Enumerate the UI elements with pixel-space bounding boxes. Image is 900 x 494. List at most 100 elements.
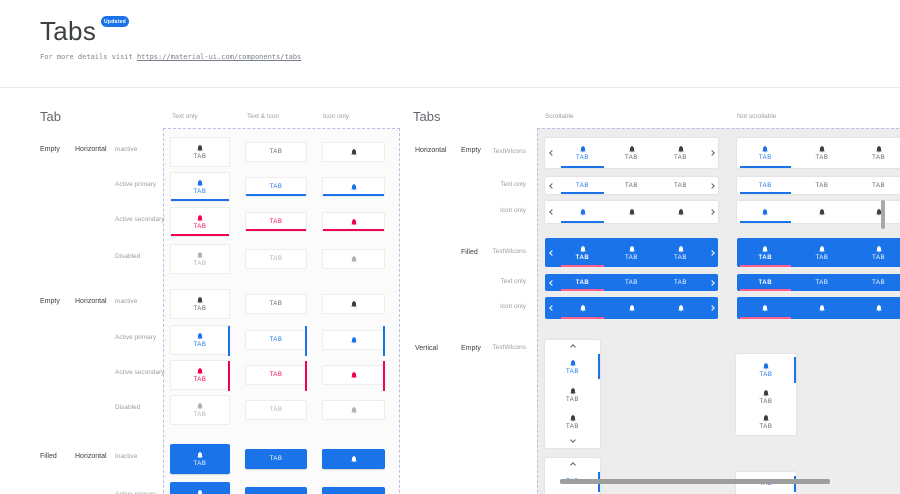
tab[interactable]: TAB [545,409,600,435]
tab[interactable]: TAB [737,177,794,194]
tab-cell[interactable]: TAB [170,444,230,474]
tab-cell[interactable] [322,142,385,162]
tab[interactable]: TAB [558,274,607,291]
scroll-left-button[interactable] [545,201,558,223]
tab-label: TAB [872,279,886,286]
tab[interactable] [794,201,851,223]
vertical-scrollbar-thumb[interactable] [881,200,885,229]
scroll-right-button[interactable] [705,297,718,319]
horizontal-scrollbar[interactable] [560,479,830,484]
tab[interactable] [558,201,607,223]
tab[interactable]: TAB [850,274,900,291]
bell-icon [762,208,768,216]
tab-cell[interactable]: TAB [245,400,307,420]
tab[interactable]: TAB [794,238,851,267]
tab-cell[interactable] [322,400,385,420]
scroll-left-button[interactable] [545,138,558,168]
tab[interactable]: TAB [850,177,900,194]
tab[interactable] [607,201,656,223]
tab-cell[interactable] [322,361,385,391]
tab-cell[interactable]: TAB [170,172,230,202]
tab[interactable]: TAB [736,410,796,434]
tab[interactable]: TAB [737,138,794,168]
tab[interactable]: TAB [736,475,796,493]
tab[interactable]: TAB [558,177,607,194]
bell-icon [198,489,202,494]
tab[interactable]: TAB [656,138,705,168]
tab-cell[interactable]: TAB [170,244,230,274]
bell-icon [819,145,825,153]
tab[interactable]: TAB [794,177,851,194]
vertical-tabs-strip: TAB TAB TAB [545,340,600,448]
tab[interactable]: TAB [794,274,851,291]
tab[interactable] [607,297,656,319]
tab[interactable] [794,297,851,319]
tab-cell[interactable]: TAB [170,395,230,425]
row-variant-label: TextWIcons [492,148,526,155]
tab[interactable]: TAB [607,274,656,291]
tab[interactable]: TAB [737,274,794,291]
tab-cell[interactable]: TAB [170,325,230,356]
tab[interactable]: TAB [737,238,794,267]
tab-cell[interactable]: TAB [170,289,230,319]
tab-cell[interactable]: TAB [245,212,307,232]
tab-cell[interactable]: TAB [170,482,230,494]
tab-cell[interactable]: TAB [170,207,230,237]
tab-cell[interactable]: TAB [245,361,307,391]
tab[interactable]: TAB [607,238,656,267]
scroll-right-button[interactable] [705,138,718,168]
tab[interactable] [737,201,794,223]
tab-cell[interactable]: TAB [245,249,307,269]
tab-cell[interactable] [322,326,385,356]
tab-cell[interactable] [322,487,385,494]
tab-cell[interactable] [322,177,385,197]
scroll-left-button[interactable] [545,274,558,291]
tab[interactable] [737,297,794,319]
tab[interactable]: TAB [656,177,705,194]
scroll-up-button[interactable] [545,462,600,468]
tab-cell[interactable]: TAB [245,142,307,162]
tab[interactable]: TAB [736,384,796,410]
tab[interactable]: TAB [607,138,656,168]
scroll-up-button[interactable] [545,344,600,350]
tab[interactable]: TAB [656,274,705,291]
tab-cell[interactable]: TAB [245,177,307,197]
tab-cell[interactable]: TAB [245,449,307,469]
tab[interactable] [558,297,607,319]
tab-cell[interactable]: TAB [245,294,307,314]
tab[interactable]: TAB [545,382,600,408]
active-indicator [740,289,791,291]
tab-cell[interactable] [322,449,385,469]
tab[interactable] [656,201,705,223]
scroll-left-button[interactable] [545,177,558,194]
tab[interactable]: TAB [545,353,600,380]
tab[interactable]: TAB [558,238,607,267]
tab-cell[interactable]: TAB [245,326,307,356]
tab-cell[interactable] [322,249,385,269]
tab[interactable]: TAB [850,238,900,267]
scroll-right-button[interactable] [705,201,718,223]
tab[interactable] [656,297,705,319]
tab-cell[interactable]: TAB [170,137,230,167]
tab-cell[interactable] [322,212,385,232]
tab-label: TAB [759,372,773,378]
scroll-left-button[interactable] [545,297,558,319]
tab[interactable]: TAB [736,356,796,384]
tab[interactable]: TAB [794,138,851,168]
scroll-right-button[interactable] [705,177,718,194]
tab-cell[interactable] [322,294,385,314]
scroll-right-button[interactable] [705,238,718,267]
tab[interactable]: TAB [607,177,656,194]
tab[interactable]: TAB [850,138,900,168]
details-link[interactable]: https://material-ui.com/components/tabs [136,53,302,61]
tab[interactable] [850,297,900,319]
tab-cell[interactable]: TAB [170,360,230,391]
tab[interactable]: TAB [558,138,607,168]
scroll-right-button[interactable] [705,274,718,291]
tab[interactable] [850,201,900,223]
tab-cell[interactable]: TAB [245,487,307,494]
scroll-left-button[interactable] [545,238,558,267]
scroll-down-button[interactable] [545,437,600,443]
tab[interactable]: TAB [656,238,705,267]
group-orientation-label: Horizontal [75,453,107,460]
